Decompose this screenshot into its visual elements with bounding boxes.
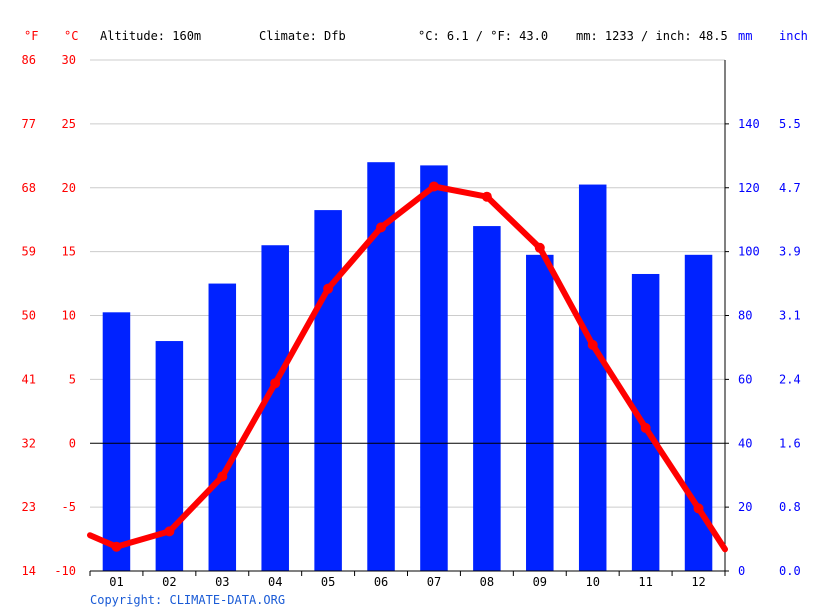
y-tick-inch: 0.0 — [779, 564, 801, 578]
y-tick-inch: 3.1 — [779, 309, 801, 323]
y-tick-celsius: -5 — [62, 500, 76, 514]
temperature-point — [323, 283, 334, 294]
x-tick-label: 01 — [109, 575, 123, 589]
y-tick-mm: 0 — [738, 564, 745, 578]
precipitation-bar — [314, 210, 342, 571]
precipitation-bar — [420, 165, 448, 572]
average-temperature-label: °C: 6.1 / °F: 43.0 — [418, 29, 548, 43]
fahrenheit-unit-label: °F — [24, 29, 38, 43]
temperature-point — [534, 242, 545, 253]
temperature-point — [270, 378, 281, 389]
precipitation-bar — [578, 184, 607, 571]
y-tick-mm: 140 — [738, 117, 760, 131]
y-tick-celsius: 0 — [69, 436, 76, 450]
y-tick-mm: 120 — [738, 181, 760, 195]
y-tick-mm: 60 — [738, 372, 752, 386]
temperature-point — [376, 222, 387, 233]
temperature-point — [481, 191, 492, 202]
y-tick-fahrenheit: 86 — [22, 53, 36, 67]
y-tick-fahrenheit: 59 — [22, 245, 36, 259]
x-tick-label: 02 — [162, 575, 176, 589]
x-tick-label: 06 — [374, 575, 388, 589]
y-tick-celsius: 15 — [62, 245, 76, 259]
temperature-point — [428, 181, 439, 192]
temperature-point — [693, 503, 704, 514]
x-tick-label: 11 — [638, 575, 652, 589]
temperature-point — [111, 541, 122, 552]
x-tick-label: 07 — [427, 575, 441, 589]
climate-label: Climate: Dfb — [259, 29, 346, 43]
precipitation-bar — [526, 254, 554, 571]
y-tick-celsius: 20 — [62, 181, 76, 195]
y-tick-inch: 2.4 — [779, 372, 801, 386]
altitude-label: Altitude: 160m — [100, 29, 201, 43]
y-tick-inch: 1.6 — [779, 436, 801, 450]
copyright-text: Copyright: CLIMATE-DATA.ORG — [90, 593, 285, 607]
temperature-point — [164, 526, 175, 537]
x-tick-label: 05 — [321, 575, 335, 589]
y-tick-fahrenheit: 14 — [22, 564, 36, 578]
x-tick-label: 04 — [268, 575, 282, 589]
y-tick-inch: 0.8 — [779, 500, 801, 514]
precipitation-bar — [102, 312, 131, 571]
y-tick-fahrenheit: 41 — [22, 372, 36, 386]
y-tick-fahrenheit: 68 — [22, 181, 36, 195]
y-tick-inch: 5.5 — [779, 117, 801, 131]
y-tick-fahrenheit: 23 — [22, 500, 36, 514]
temperature-point — [217, 471, 228, 482]
x-tick-label: 08 — [480, 575, 494, 589]
y-tick-mm: 40 — [738, 436, 752, 450]
y-tick-mm: 20 — [738, 500, 752, 514]
y-tick-inch: 4.7 — [779, 181, 801, 195]
y-tick-fahrenheit: 32 — [22, 436, 36, 450]
y-tick-inch: 3.9 — [779, 245, 801, 259]
y-tick-mm: 100 — [738, 245, 760, 259]
inch-unit-label: inch — [779, 29, 808, 43]
precipitation-total-label: mm: 1233 / inch: 48.5 — [576, 29, 728, 43]
temperature-point — [640, 422, 651, 433]
y-tick-celsius: 30 — [62, 53, 76, 67]
x-tick-label: 09 — [533, 575, 547, 589]
x-tick-label: 12 — [691, 575, 705, 589]
precipitation-bar — [261, 245, 289, 572]
celsius-unit-label: °C — [64, 29, 78, 43]
y-tick-celsius: 25 — [62, 117, 76, 131]
x-tick-label: 03 — [215, 575, 229, 589]
temperature-point — [587, 339, 598, 350]
y-tick-fahrenheit: 77 — [22, 117, 36, 131]
precipitation-bar — [208, 283, 237, 571]
y-tick-celsius: 10 — [62, 309, 76, 323]
precipitation-bar — [473, 226, 501, 571]
x-tick-label: 10 — [585, 575, 599, 589]
y-tick-celsius: 5 — [69, 372, 76, 386]
mm-unit-label: mm — [738, 29, 752, 43]
temperature-line — [87, 183, 728, 553]
y-tick-mm: 80 — [738, 309, 752, 323]
y-tick-fahrenheit: 50 — [22, 309, 36, 323]
y-tick-celsius: -10 — [54, 564, 76, 578]
